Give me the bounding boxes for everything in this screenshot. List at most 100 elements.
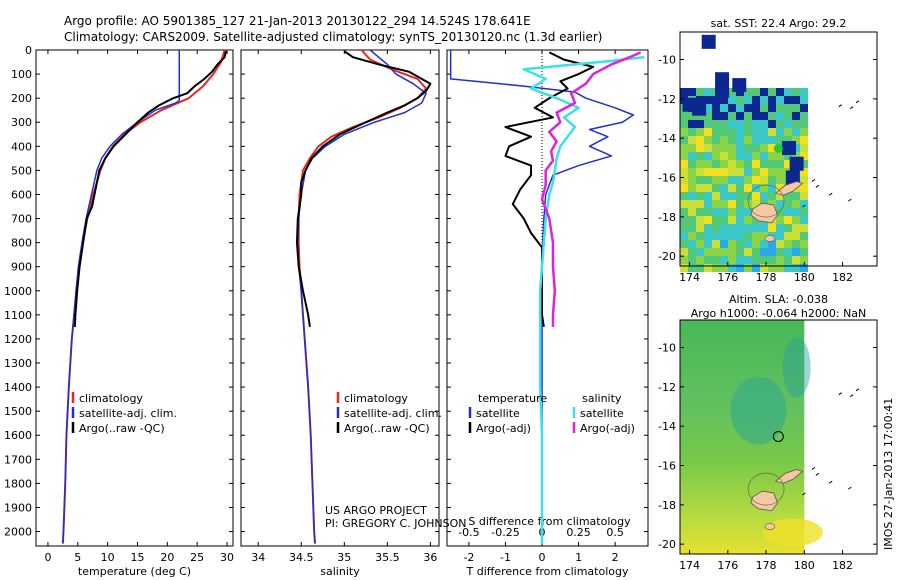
map-cell [736,224,744,232]
series-line-argo-raw-qc [295,50,432,328]
map-cell [736,200,744,208]
map-cell [728,264,736,272]
map-cell [752,96,760,104]
y-tick-label: 1200 [4,333,32,346]
y-tick-label: 600 [11,188,32,201]
reef-contour [747,184,785,218]
sla-map-panel: 174 176 178 180 182 -10 -12 -14 -16 -18 -20 Altim. … [658,293,878,572]
map-cell [720,232,728,240]
x-tick-label: 35 [337,551,351,564]
map-cell [784,240,792,248]
map-cell [768,88,776,96]
y-tick-label: 0 [25,44,32,57]
map-cell [736,248,744,256]
x2-tick-label: 0.5 [606,526,624,539]
map-cell [784,120,792,128]
y-tick-label: 1000 [4,285,32,298]
map-cell [784,96,792,104]
map-cell [715,83,730,98]
map-cell [736,264,744,272]
map-cell [760,104,768,112]
small-island [802,492,806,496]
map-cell [736,152,744,160]
map-cell [696,168,704,176]
map-cell [752,200,760,208]
map-cell [760,240,768,248]
x-tick-label: 174 [679,559,700,572]
map-cell [800,256,808,264]
y-tick-label: -12 [658,93,676,106]
map-cell [744,128,752,136]
map-cell [696,136,704,144]
map-cell [728,168,736,176]
map-cell [744,168,752,176]
map-cell [776,104,784,112]
map-cell [728,152,736,160]
map-cell [736,104,744,112]
map-cell [736,208,744,216]
map-cell [688,256,696,264]
map-cell [680,120,688,128]
plot-frame [240,49,440,547]
vanua-levu-island [774,469,804,484]
map-cell [720,96,728,104]
x-tick-label: 0 [539,551,546,564]
map-cell [704,152,712,160]
map-cell [736,168,744,176]
legend-label: Argo(-adj) [580,422,635,435]
map-cell [752,104,760,112]
map-cell [768,168,776,176]
y-tick-label: 1300 [4,357,32,370]
credit-line-1: US ARGO PROJECT [325,504,427,517]
map-cell [712,128,720,136]
map-cell [712,256,720,264]
map-cell [728,232,736,240]
map-cell [784,264,792,272]
map-cell [752,120,760,128]
map-subtitle: Argo h1000: -0.064 h2000: NaN [691,307,867,320]
map-cell [720,112,728,120]
map-cell [760,88,768,96]
map-cell [736,216,744,224]
map-cell [728,120,736,128]
map-cell [688,176,696,184]
map-cell [736,144,744,152]
map-cell [784,208,792,216]
map-cell [704,192,712,200]
legend-label: satellite [580,407,624,420]
small-island [855,388,860,392]
map-cell [720,160,728,168]
map-cell [800,104,808,112]
map-cell [736,96,744,104]
map-cell [712,96,720,104]
map-cell [760,168,768,176]
map-title: sat. SST: 22.4 Argo: 29.2 [711,17,847,30]
series-line-satellite-adj-clim [62,50,181,544]
map-cell [782,141,797,156]
map-cell [792,248,800,256]
map-cell [688,248,696,256]
map-cell [744,264,752,272]
legend-label: Argo(..raw -QC) [79,422,165,435]
map-cell [712,184,720,192]
map-cell [768,264,776,272]
map-cell [728,256,736,264]
map-cell [696,96,704,104]
map-cell [800,160,808,168]
y-tick-label: 200 [11,92,32,105]
map-cell [728,144,736,152]
map-cell [712,152,720,160]
map-cell [688,200,696,208]
x-tick-label: 25 [190,551,204,564]
map-cell [720,256,728,264]
map-cell [792,128,800,136]
x-tick-label: -2 [463,551,474,564]
map-cell [720,248,728,256]
fiji-islands [747,100,860,242]
map-cell [688,168,696,176]
map-cell [720,240,728,248]
y-tick-label: -14 [658,132,676,145]
small-island [828,192,833,196]
map-cell [704,88,712,96]
map-cell [800,96,808,104]
